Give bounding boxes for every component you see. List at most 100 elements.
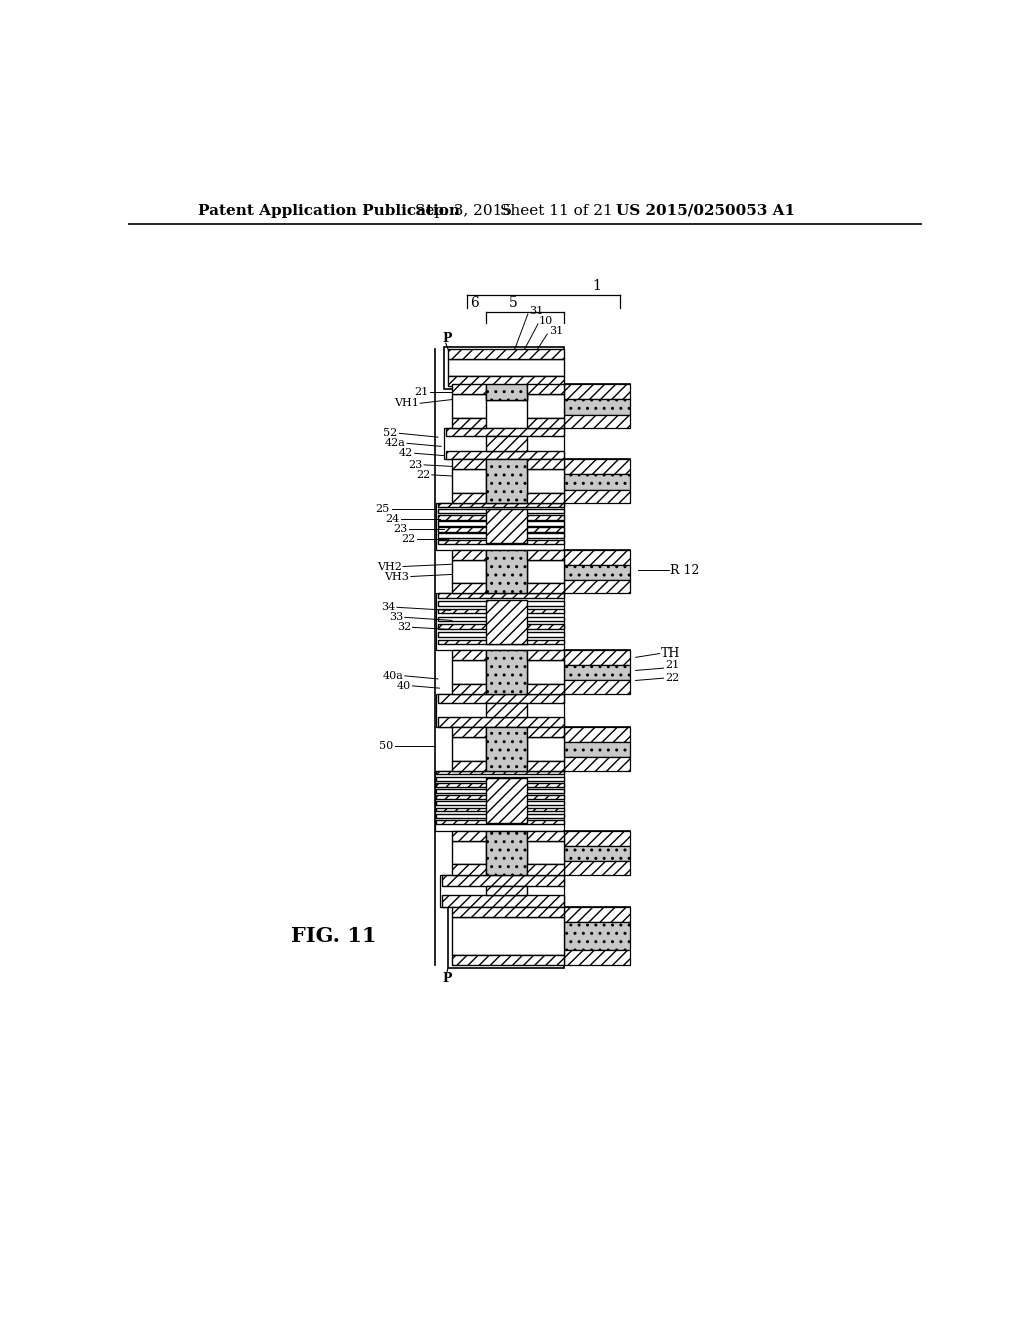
Bar xyxy=(445,428,563,436)
Bar xyxy=(452,737,486,760)
Bar xyxy=(440,875,563,907)
Text: 31: 31 xyxy=(529,306,544,315)
Bar xyxy=(436,503,563,549)
Text: 32: 32 xyxy=(396,622,411,632)
Bar xyxy=(435,771,563,830)
Bar xyxy=(438,594,563,598)
Text: Sheet 11 of 21: Sheet 11 of 21 xyxy=(500,203,612,218)
Bar xyxy=(563,862,630,875)
Bar xyxy=(436,795,563,799)
Bar xyxy=(563,923,630,950)
Bar xyxy=(452,956,563,965)
Text: 34: 34 xyxy=(381,602,395,612)
Bar xyxy=(527,841,563,865)
Bar xyxy=(452,841,486,865)
Bar xyxy=(527,684,563,693)
Bar xyxy=(563,726,630,742)
Bar xyxy=(563,400,630,414)
Bar xyxy=(449,359,563,376)
Bar xyxy=(452,726,486,737)
Bar xyxy=(563,907,630,965)
Bar xyxy=(452,917,563,956)
Bar xyxy=(452,469,486,492)
Bar xyxy=(486,508,527,544)
Bar xyxy=(452,760,486,771)
Bar xyxy=(563,665,630,681)
Bar xyxy=(563,384,630,400)
Text: VH3: VH3 xyxy=(384,572,410,582)
Bar xyxy=(452,549,486,560)
Text: 5: 5 xyxy=(509,296,517,310)
Text: 52: 52 xyxy=(383,428,397,438)
Bar xyxy=(438,503,563,507)
Text: R 12: R 12 xyxy=(671,564,699,577)
Bar xyxy=(438,640,563,644)
Bar xyxy=(563,758,630,771)
Bar xyxy=(527,760,563,771)
Bar xyxy=(438,616,563,622)
Bar xyxy=(527,649,563,660)
Bar xyxy=(563,414,630,428)
Bar xyxy=(527,726,563,737)
Bar xyxy=(438,515,563,520)
Bar xyxy=(436,771,563,775)
Bar xyxy=(438,527,563,532)
Bar xyxy=(486,459,527,503)
Bar xyxy=(436,808,563,812)
Bar xyxy=(563,846,630,862)
Bar xyxy=(486,779,527,822)
Bar xyxy=(527,560,563,583)
Bar xyxy=(527,660,563,684)
Bar xyxy=(486,886,527,895)
Text: 6: 6 xyxy=(470,296,479,310)
Bar xyxy=(527,549,563,560)
Bar xyxy=(563,459,630,474)
Text: 24: 24 xyxy=(385,513,399,524)
Bar xyxy=(442,895,563,907)
Text: 31: 31 xyxy=(549,326,563,335)
Bar xyxy=(438,718,563,726)
Bar xyxy=(563,649,630,693)
Bar xyxy=(452,560,486,583)
Bar xyxy=(527,583,563,594)
Bar xyxy=(563,681,630,693)
Bar xyxy=(486,649,527,693)
Bar xyxy=(452,459,486,469)
Text: 21: 21 xyxy=(415,388,429,397)
Bar xyxy=(452,583,486,594)
Bar xyxy=(486,384,527,400)
Text: FIG. 11: FIG. 11 xyxy=(291,927,376,946)
Bar xyxy=(438,521,563,525)
Bar xyxy=(438,624,563,628)
Text: 25: 25 xyxy=(376,504,390,513)
Bar xyxy=(563,830,630,875)
Text: VH2: VH2 xyxy=(377,561,401,572)
Bar xyxy=(452,660,486,684)
Text: VH1: VH1 xyxy=(394,399,419,408)
Bar xyxy=(436,783,563,787)
Text: 22: 22 xyxy=(401,533,416,544)
Bar xyxy=(527,737,563,760)
Bar xyxy=(452,395,486,418)
Bar xyxy=(563,549,630,594)
Bar xyxy=(449,904,563,968)
Bar xyxy=(527,384,563,395)
Bar xyxy=(436,813,563,817)
Bar xyxy=(444,428,563,459)
Text: 21: 21 xyxy=(665,660,679,671)
Bar xyxy=(438,632,563,636)
Bar xyxy=(527,395,563,418)
Bar xyxy=(527,459,563,469)
Bar xyxy=(486,549,527,594)
Bar xyxy=(452,865,486,875)
Bar xyxy=(563,459,630,503)
Text: Patent Application Publication: Patent Application Publication xyxy=(198,203,460,218)
Bar xyxy=(438,533,563,539)
Bar xyxy=(445,451,563,459)
Text: P: P xyxy=(442,333,453,345)
Bar xyxy=(438,540,563,544)
Bar xyxy=(563,549,630,565)
Bar xyxy=(563,565,630,581)
Text: 50: 50 xyxy=(379,741,393,751)
Bar xyxy=(438,508,563,513)
